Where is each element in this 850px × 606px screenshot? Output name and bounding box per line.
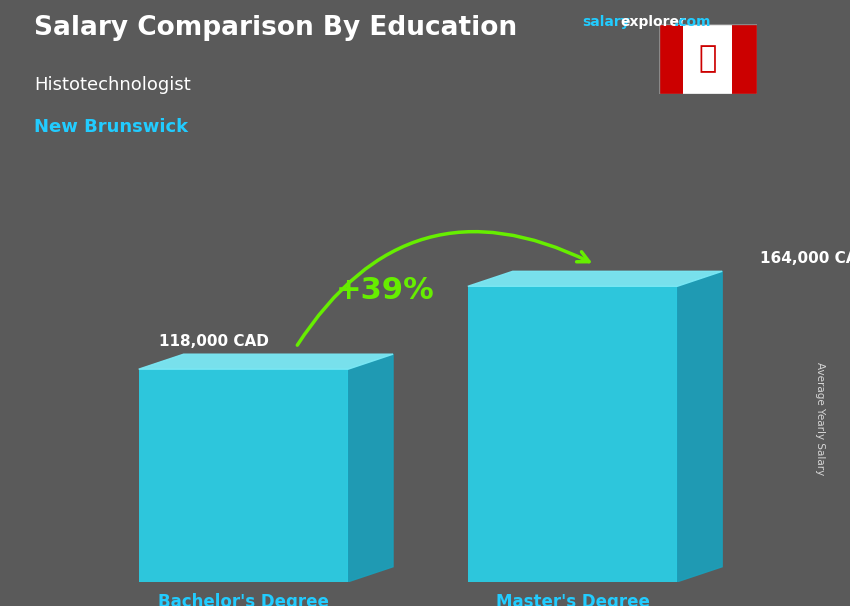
Text: .com: .com bbox=[674, 15, 711, 29]
Text: Salary Comparison By Education: Salary Comparison By Education bbox=[34, 15, 517, 41]
Text: Average Yearly Salary: Average Yearly Salary bbox=[815, 362, 825, 474]
Text: explorer: explorer bbox=[620, 15, 686, 29]
Polygon shape bbox=[677, 271, 722, 582]
Text: Histotechnologist: Histotechnologist bbox=[34, 76, 190, 94]
Polygon shape bbox=[468, 271, 722, 286]
Polygon shape bbox=[348, 354, 393, 582]
Text: New Brunswick: New Brunswick bbox=[34, 118, 188, 136]
Text: 🍁: 🍁 bbox=[699, 45, 717, 73]
Bar bbox=[659, 24, 683, 94]
Bar bbox=[732, 24, 756, 94]
Bar bbox=[139, 369, 348, 582]
Polygon shape bbox=[139, 354, 393, 369]
Bar bbox=[468, 286, 677, 582]
Text: 118,000 CAD: 118,000 CAD bbox=[159, 334, 269, 349]
Text: +39%: +39% bbox=[337, 276, 435, 305]
Text: salary: salary bbox=[582, 15, 630, 29]
Text: 164,000 CAD: 164,000 CAD bbox=[760, 251, 850, 266]
